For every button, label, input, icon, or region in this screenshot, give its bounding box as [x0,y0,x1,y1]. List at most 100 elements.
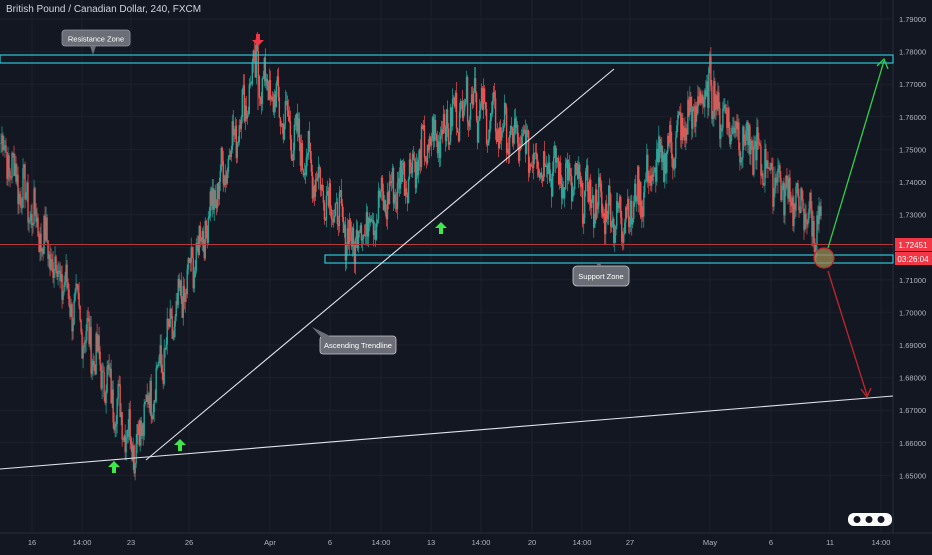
candle-body [400,160,403,182]
candle-body [524,130,527,154]
candle-body [26,182,28,194]
candle-body [551,172,554,197]
candle-body [427,144,430,151]
ascending-trendline[interactable] [145,68,615,461]
candle-body [395,201,398,210]
candle-body [461,101,464,118]
resistance-zone-callout[interactable]: Resistance Zone [61,29,131,55]
ascending-trendline-callout[interactable]: Ascending Trendline [312,327,397,355]
candle-body [674,158,676,170]
candle-body [329,183,332,210]
candle-body [127,429,129,437]
circle-marker-icon[interactable] [813,247,835,269]
candle-body [218,181,220,200]
candle-body [597,205,599,209]
candle-body [247,113,250,115]
candle-body [478,110,481,121]
candle-body [607,214,609,219]
candle-body [785,175,787,191]
candle-body [668,135,670,144]
candle-body [799,210,801,213]
candle-body [122,438,124,440]
candle-body [767,160,769,169]
support-zone-band[interactable] [324,254,894,264]
candle-body [263,57,266,79]
candle-body [195,242,197,271]
candle-body [388,181,391,205]
candle-body [85,331,87,343]
candle-body [240,116,242,129]
candle-body [284,101,287,124]
candle-body [464,99,467,102]
candle-body [765,148,767,169]
candle-body [93,361,95,366]
candle-body [197,245,199,255]
candle-body [726,113,728,128]
candle-body [45,217,47,241]
candle-body [556,157,559,159]
candle-body [86,318,88,332]
candle-body [680,114,682,141]
candle-body [456,128,459,133]
long-trendline[interactable] [0,395,894,470]
candle-body [698,96,700,104]
candle-body [32,223,34,226]
resistance-zone-band[interactable] [0,54,894,64]
candle-body [696,105,698,114]
candle-body [268,79,271,101]
candle-body [296,114,299,132]
candle-body [589,179,591,202]
candle-body [743,126,745,141]
support-zone-callout[interactable]: Support Zone [572,262,630,287]
candle-body [52,262,54,278]
time-tick-label: 14:00 [872,538,891,547]
candle-body [166,318,168,345]
candle-body [632,218,634,225]
candle-body [685,128,687,141]
candle-body [592,195,594,201]
candle-body [273,94,276,113]
candle-body [185,292,187,295]
candle-body [543,151,546,166]
candle-body [338,192,341,226]
candle-body [6,152,8,179]
candle-body [394,194,397,202]
candle-body [804,213,806,230]
candle-body [352,227,355,246]
candle-body [798,196,800,211]
candle-body [80,320,82,333]
candle-body [621,217,623,242]
candle-body [756,127,758,161]
time-tick-label: 13 [427,538,435,547]
price-tick-label: 1.79000 [899,15,926,24]
candle-body [432,117,435,141]
candle-body [362,235,365,239]
candle-body [43,215,45,254]
candle-body [109,368,111,370]
candle-body [399,160,402,189]
candle-body [60,274,62,281]
candle-body [346,228,349,246]
candle-body [654,167,656,172]
candle-body [95,333,97,375]
candle-body [250,83,253,84]
candle-body [12,152,14,154]
candle-body [547,162,550,174]
candle-body [647,154,649,182]
candle-body [200,240,202,242]
candle-body [10,176,12,178]
candle-body [753,146,755,175]
candle-body [602,212,604,217]
candle-body [776,182,778,183]
candle-body [244,105,246,122]
candle-body [322,190,325,203]
candle-body [450,107,453,127]
candle-body [719,108,721,139]
candle-body [434,119,437,135]
candle-body [348,219,351,245]
candle-body [50,259,52,270]
candle-body [31,214,33,226]
candle-body [624,222,626,235]
